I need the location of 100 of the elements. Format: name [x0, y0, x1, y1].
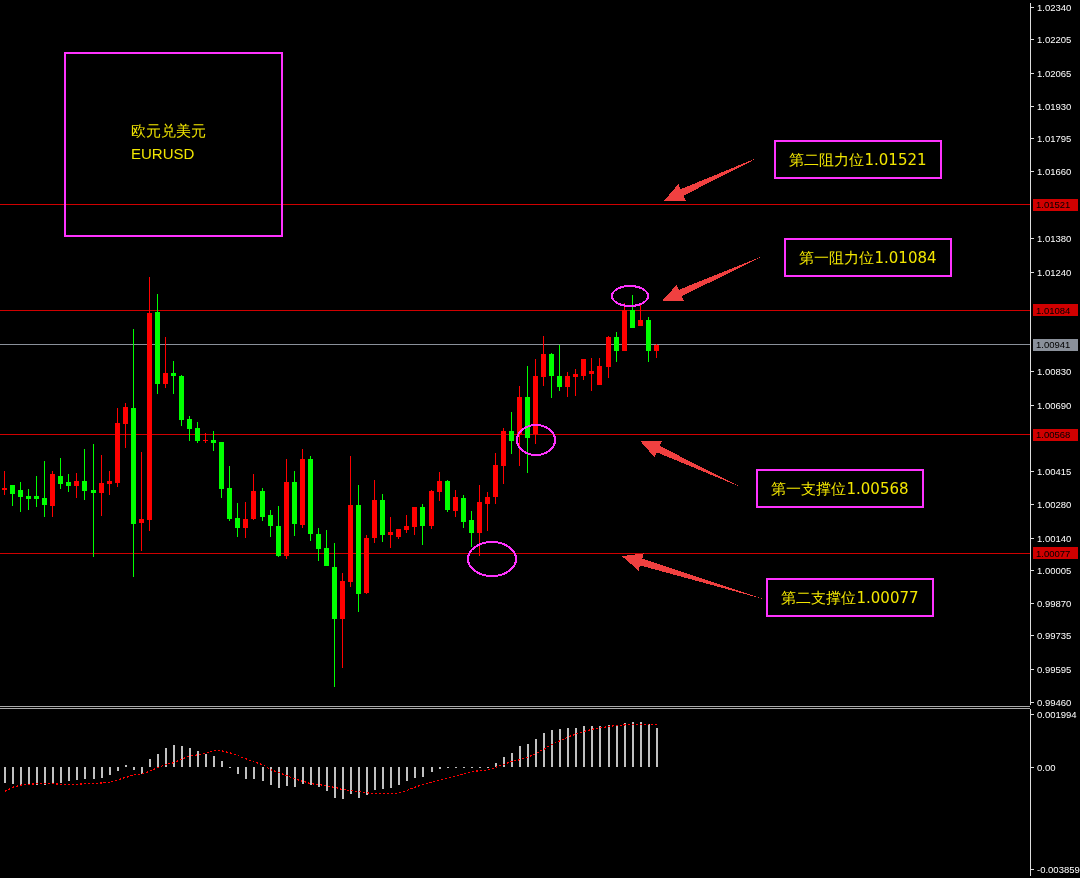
bar [93, 767, 95, 779]
annotation: 第二支撑位1.00077 [766, 578, 934, 618]
bar [68, 767, 70, 782]
y-tick-label: 1.00415 [1037, 466, 1072, 478]
y-tick-label: 0.99870 [1037, 597, 1072, 609]
bar [334, 767, 336, 798]
bar [141, 767, 143, 775]
bar [583, 725, 585, 768]
bar [189, 748, 191, 768]
bar [76, 767, 78, 781]
ref-line-label: 1.01084 [1036, 304, 1071, 316]
bar [648, 724, 650, 768]
bar [197, 750, 199, 768]
ref-line: 1.01521 [0, 198, 1078, 211]
annotation: 第一支撑位1.00568 [771, 479, 909, 498]
ref-line-label: 1.00568 [1036, 429, 1071, 441]
bar [406, 767, 408, 782]
bar [374, 767, 376, 790]
bar [551, 729, 553, 768]
y-tick-label: 0.99595 [1037, 664, 1072, 676]
bar [599, 726, 601, 768]
bar [262, 767, 264, 782]
bar [84, 767, 86, 779]
bar [270, 767, 272, 785]
ref-line: 1.00568 [0, 428, 1078, 441]
y-tick-label: 0.001994 [1037, 708, 1077, 720]
bar [382, 767, 384, 789]
bar [181, 746, 183, 768]
ref-line: 1.01084 [0, 304, 1078, 317]
bar [101, 767, 103, 779]
bar [624, 722, 626, 768]
bar [358, 767, 360, 798]
y-tick-label: -0.003859 [1037, 864, 1080, 876]
bar [60, 767, 62, 783]
y-tick-label: 1.01240 [1037, 267, 1072, 279]
bar [414, 767, 416, 779]
bar [350, 767, 352, 795]
bar [575, 727, 577, 768]
annotation: 第一阻力位1.01084 [799, 249, 937, 268]
y-tick-label: 1.01660 [1037, 165, 1072, 177]
bar [310, 767, 312, 785]
y-tick-label: 1.00690 [1037, 399, 1072, 411]
y-tick-label: 1.01795 [1037, 133, 1072, 145]
bar [567, 727, 569, 768]
y-tick-label: 1.02065 [1037, 67, 1072, 79]
bar [318, 767, 320, 787]
bar [342, 767, 344, 800]
ref-line: 1.00077 [0, 547, 1078, 560]
bar [656, 727, 658, 768]
bar [221, 761, 223, 768]
bar [390, 767, 392, 789]
bar [173, 744, 175, 768]
bar [165, 748, 167, 768]
annotation: 第二支撑位1.00077 [781, 589, 919, 608]
bar [326, 767, 328, 792]
y-tick-label: 0.00 [1037, 761, 1056, 773]
bar [286, 767, 288, 787]
y-tick-label: 1.02340 [1037, 1, 1072, 13]
bar [245, 767, 247, 779]
y-tick-label: 1.00830 [1037, 366, 1072, 377]
y-tick-label: 1.00005 [1037, 565, 1072, 577]
bar [398, 767, 400, 786]
bar [20, 767, 22, 786]
bar [109, 767, 111, 776]
y-tick-label: 1.00280 [1037, 498, 1072, 510]
bar [591, 726, 593, 768]
bar [205, 753, 207, 768]
bar [44, 767, 46, 786]
y-tick-label: 1.02205 [1037, 34, 1072, 46]
bar [12, 767, 14, 785]
bar [640, 721, 642, 768]
bar [527, 744, 529, 768]
bar [28, 767, 30, 785]
y-tick-label: 0.99460 [1037, 696, 1072, 708]
bar [632, 722, 634, 768]
bar [422, 767, 424, 778]
bar [519, 746, 521, 768]
y-tick-label: 1.00140 [1037, 532, 1072, 544]
bar [149, 759, 151, 768]
y-tick-label: 1.01380 [1037, 233, 1072, 245]
annotation: 第一阻力位1.01084 [784, 238, 952, 278]
bar [4, 767, 6, 783]
ref-line-label: 1.00941 [1036, 339, 1071, 351]
bar [278, 767, 280, 789]
bar [253, 767, 255, 779]
bar [302, 767, 304, 784]
annotation: 第二阻力位1.01521 [774, 139, 942, 179]
bar [157, 754, 159, 768]
ref-line-label: 1.00077 [1036, 547, 1071, 559]
title-box: 欧元兑美元 EURUSD [64, 52, 283, 237]
bar [52, 767, 54, 785]
bar [559, 728, 561, 768]
bar [133, 767, 135, 770]
y-tick-label: 1.01930 [1037, 100, 1072, 112]
ref-line-label: 1.01521 [1036, 199, 1071, 211]
annotation: 第一支撑位1.00568 [756, 468, 924, 508]
bar [543, 732, 545, 768]
bar [431, 767, 433, 773]
bar [36, 767, 38, 786]
bar [366, 767, 368, 796]
